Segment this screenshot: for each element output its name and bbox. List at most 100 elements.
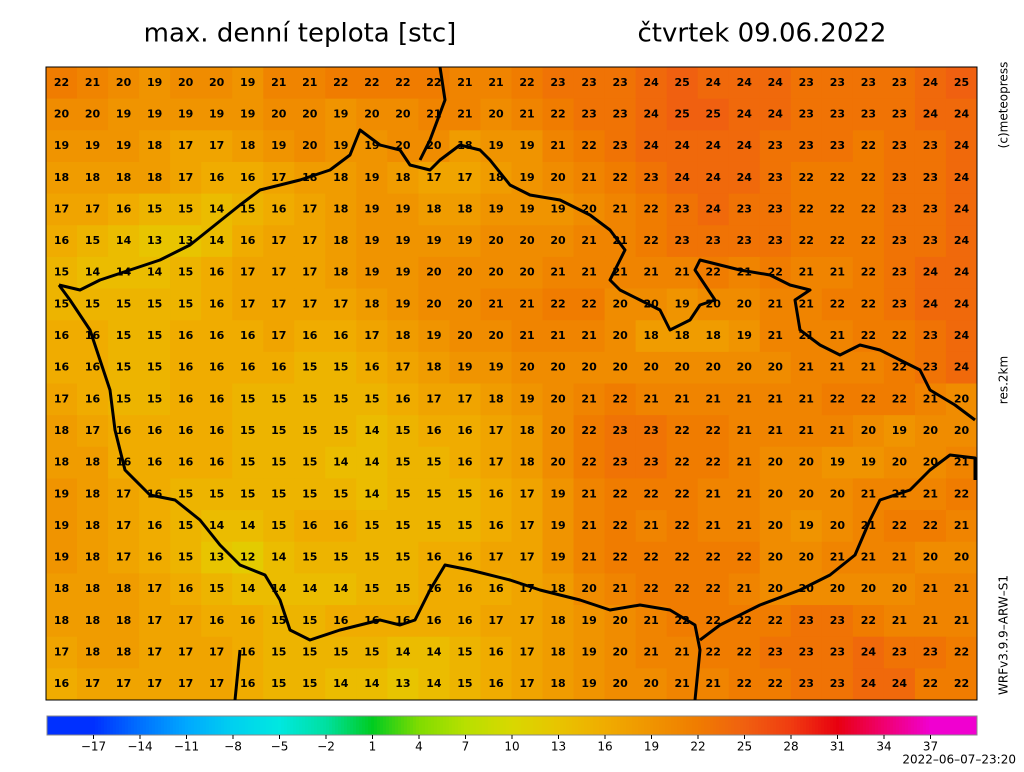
temperature-value: 23 — [799, 646, 814, 659]
temperature-cell — [46, 415, 78, 448]
temperature-cell — [46, 510, 78, 543]
temperature-value: 15 — [147, 297, 162, 310]
colorbar-segment — [206, 716, 210, 735]
temperature-cell — [108, 288, 140, 321]
temperature-value: 20 — [706, 361, 722, 374]
temperature-value: 20 — [612, 677, 628, 690]
temperature-value: 15 — [147, 361, 162, 374]
temperature-value: 21 — [457, 76, 472, 89]
colorbar-segment — [452, 716, 456, 735]
temperature-cell — [263, 288, 295, 321]
colorbar-segment — [407, 716, 411, 735]
colorbar-segment — [956, 716, 960, 735]
temperature-cell — [511, 288, 544, 321]
temperature-cell — [263, 478, 295, 511]
temperature-value: 16 — [488, 487, 504, 500]
colorbar-segment — [692, 716, 696, 735]
colorbar-segment — [479, 716, 483, 735]
temperature-cell — [108, 668, 140, 701]
temperature-value: 16 — [426, 424, 442, 437]
temperature-cell — [294, 193, 326, 226]
temperature-value: 20 — [457, 297, 473, 310]
temperature-value: 23 — [830, 76, 845, 89]
temperature-value: 24 — [706, 171, 722, 184]
colorbar-segment — [644, 716, 648, 735]
colorbar-segment — [923, 716, 927, 735]
temperature-value: 21 — [612, 202, 627, 215]
temperature-value: 15 — [457, 519, 472, 532]
colorbar-segment — [581, 716, 585, 735]
temperature-cell — [697, 573, 730, 606]
temperature-cell — [852, 225, 885, 258]
colorbar-segment — [92, 716, 96, 735]
temperature-cell — [666, 541, 699, 574]
title: max. denní teplota [stc] — [144, 19, 457, 49]
temperature-value: 22 — [954, 487, 969, 500]
temperature-value: 21 — [581, 519, 596, 532]
temperature-cell — [294, 510, 326, 543]
temperature-value: 22 — [706, 582, 721, 595]
temperature-value: 24 — [675, 171, 691, 184]
temperature-value: 17 — [116, 519, 131, 532]
colorbar-segment — [542, 716, 546, 735]
colorbar-segment — [803, 716, 807, 735]
temperature-cell — [728, 510, 761, 543]
temperature-value: 15 — [271, 424, 286, 437]
temperature-value: 15 — [54, 266, 69, 279]
temperature-value: 21 — [643, 266, 658, 279]
temperature-value: 19 — [581, 677, 596, 690]
colorbar-segment — [395, 716, 399, 735]
colorbar-segment — [218, 716, 222, 735]
temperature-value: 18 — [333, 202, 348, 215]
temperature-cell — [449, 510, 481, 543]
temperature-cell — [728, 130, 761, 163]
colorbar-segment — [617, 716, 621, 735]
colorbar-segment — [230, 716, 234, 735]
temperature-value: 17 — [147, 677, 162, 690]
temperature-value: 22 — [675, 424, 690, 437]
temperature-cell — [108, 351, 140, 384]
temperature-value: 21 — [799, 424, 814, 437]
temperature-cell — [480, 288, 512, 321]
colorbar-segment — [308, 716, 312, 735]
temperature-cell — [449, 351, 481, 384]
temperature-cell — [821, 351, 854, 384]
colorbar-segment — [215, 716, 219, 735]
colorbar-segment — [455, 716, 459, 735]
temperature-value: 21 — [550, 266, 565, 279]
temperature-value: 18 — [426, 361, 441, 374]
temperature-cell — [46, 668, 78, 701]
temperature-cell — [759, 225, 792, 258]
temperature-value: 16 — [85, 392, 101, 405]
temperature-cell — [325, 573, 357, 606]
colorbar-segment — [701, 716, 705, 735]
colorbar-segment — [635, 716, 639, 735]
temperature-cell — [883, 256, 916, 290]
temperature-value: 15 — [271, 487, 286, 500]
colorbar-segment — [782, 716, 786, 735]
temperature-cell — [201, 130, 233, 163]
colorbar-segment — [638, 716, 642, 735]
temperature-cell — [108, 67, 140, 100]
temperature-cell — [356, 288, 388, 321]
temperature-cell — [108, 193, 140, 226]
temperature-cell — [945, 320, 978, 353]
temperature-cell — [77, 225, 109, 258]
temperature-cell — [759, 161, 792, 195]
temperature-cell — [139, 605, 171, 638]
colorbar-segment — [536, 716, 540, 735]
temperature-cell — [573, 161, 606, 195]
temperature-value: 19 — [116, 139, 131, 152]
colorbar-segment — [908, 716, 912, 735]
temperature-value: 17 — [271, 171, 286, 184]
temperature-cell — [635, 605, 668, 638]
temperature-cell — [945, 636, 978, 669]
colorbar-segment — [497, 716, 501, 735]
temperature-value: 22 — [861, 614, 876, 627]
temperature-cell — [852, 605, 885, 638]
temperature-value: 22 — [706, 551, 721, 564]
temperature-value: 18 — [457, 202, 472, 215]
temperature-value: 15 — [302, 424, 317, 437]
temperature-value: 22 — [861, 392, 876, 405]
temperature-value: 20 — [54, 107, 70, 120]
